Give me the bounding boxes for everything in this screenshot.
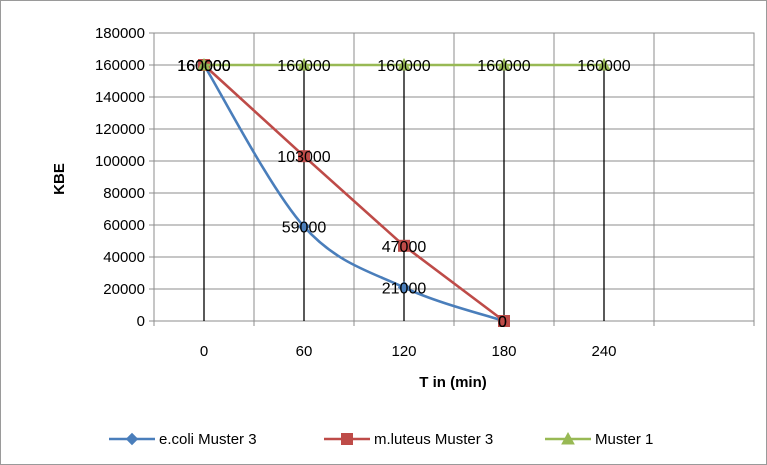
square-marker (341, 433, 353, 445)
series-muster1 (197, 57, 611, 71)
legend: e.coli Muster 3 m.luteus Muster 3 Muster 1 (109, 431, 653, 448)
legend-entry: e.coli Muster 3 (109, 431, 257, 448)
y-tick-label: 120000 (95, 121, 145, 138)
data-label: 0 (498, 314, 507, 331)
y-tick-label: 180000 (95, 25, 145, 42)
legend-label: m.luteus Muster 3 (374, 431, 493, 448)
diamond-marker (297, 220, 311, 233)
legend-label: e.coli Muster 3 (159, 431, 257, 448)
grid-lines (154, 32, 754, 321)
data-label: 160000 (177, 58, 230, 75)
y-tick-label: 0 (137, 313, 145, 330)
data-label: 160000 (477, 58, 530, 75)
data-label: 160000 (177, 58, 230, 75)
data-label: 21000 (382, 280, 427, 297)
data-label: 103000 (277, 149, 330, 166)
diamond-marker (125, 432, 139, 446)
y-tick-label: 80000 (103, 185, 145, 202)
triangle-marker (497, 57, 511, 71)
triangle-marker (197, 57, 211, 71)
legend-label: Muster 1 (595, 431, 653, 448)
series-layer (197, 57, 611, 328)
series-line (203, 64, 505, 323)
square-marker (298, 150, 310, 163)
y-tick-label: 20000 (103, 281, 145, 298)
y-tick-label: 160000 (95, 57, 145, 74)
data-label: 59000 (282, 220, 327, 237)
y-axis-title: KBE (51, 163, 68, 195)
data-label: 160000 (277, 58, 330, 75)
triangle-marker (561, 431, 575, 445)
x-tick-label: 60 (296, 343, 313, 360)
y-tick-label: 140000 (95, 89, 145, 106)
x-tick-label: 0 (200, 343, 208, 360)
data-labels: 1600005900021000016000010300047000016000… (177, 58, 630, 331)
data-label: 160000 (577, 58, 630, 75)
square-marker (498, 315, 510, 327)
axes: 0 20000 40000 60000 80000 100000 120000 140000 1… (95, 25, 755, 360)
x-tick-label: 240 (591, 343, 616, 360)
diamond-marker (397, 281, 411, 294)
x-axis-title: T in (min) (419, 374, 487, 391)
triangle-marker (297, 57, 311, 71)
y-tick-label: 40000 (103, 249, 145, 266)
data-label: 0 (498, 314, 507, 331)
triangle-marker (397, 57, 411, 71)
data-label: 160000 (377, 58, 430, 75)
x-tick-label: 180 (491, 343, 516, 360)
data-label: 47000 (382, 239, 427, 256)
legend-entry: Muster 1 (545, 431, 653, 448)
y-tick-label: 60000 (103, 217, 145, 234)
data-label: 160000 (177, 58, 230, 75)
x-tick-label: 120 (391, 343, 416, 360)
square-marker (398, 239, 410, 252)
legend-entry: m.luteus Muster 3 (324, 431, 493, 448)
series-line (202, 64, 505, 323)
triangle-marker (597, 57, 611, 71)
y-tick-label: 100000 (95, 153, 145, 170)
drop-lines (203, 65, 605, 321)
